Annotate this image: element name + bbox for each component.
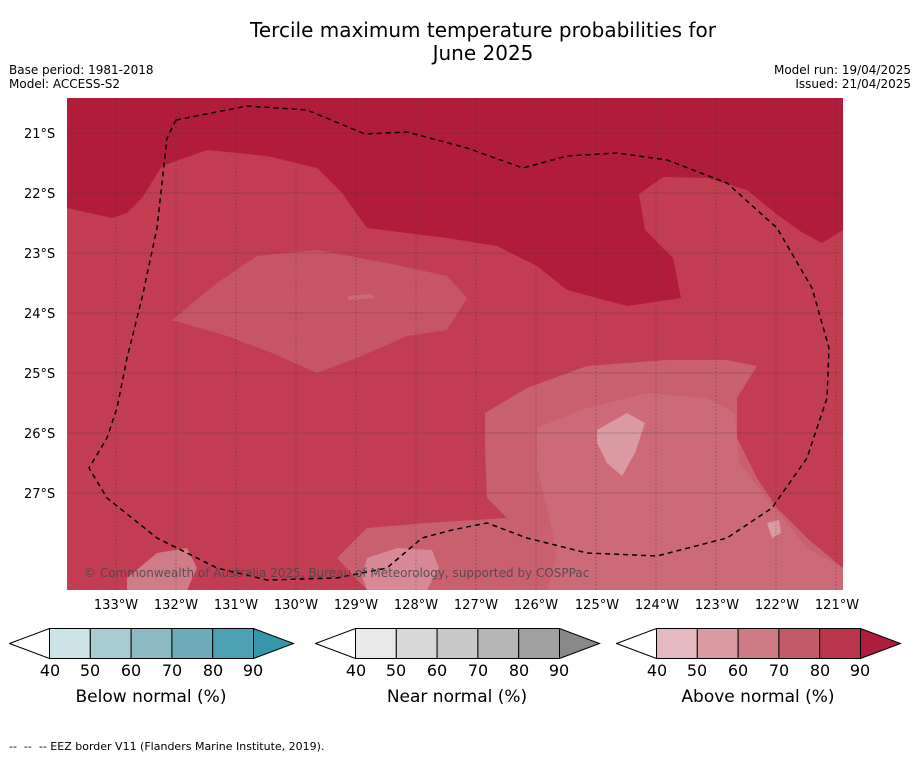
lon-label-133: 133°W: [93, 598, 139, 613]
meta-right: Model run: 19/04/2025 Issued: 21/04/2025: [774, 63, 911, 91]
colorbar-above: [616, 628, 902, 660]
probability-map: [67, 98, 843, 590]
cb-near-tick-90: 90: [548, 661, 570, 680]
colorbar-above-min-arrow: [616, 628, 657, 660]
lon-label-125: 125°W: [574, 598, 620, 613]
lon-label-124: 124°W: [634, 598, 680, 613]
longitude-lines: [115, 98, 837, 590]
colorbar-below-min-arrow: [9, 628, 50, 660]
latitude-lines: [67, 132, 843, 494]
colorbar-near-swatches: [355, 628, 560, 659]
small-patch-2: [767, 520, 781, 538]
colorbar-swatch: [355, 628, 397, 659]
region-above-60-b: [362, 548, 439, 590]
lat-label-25: 25°S: [24, 367, 56, 382]
cb-near-tick-40: 40: [345, 661, 367, 680]
lon-label-132: 132°W: [153, 598, 199, 613]
lat-label-24: 24°S: [24, 307, 56, 322]
model-run: Model run: 19/04/2025: [773, 63, 911, 77]
cb-below-tick-40: 40: [39, 661, 61, 680]
lon-label-126: 126°W: [513, 598, 559, 613]
colorbar-above-max-arrow: [860, 628, 902, 660]
cb-below-tick-50: 50: [79, 661, 101, 680]
colorbar-above-swatches: [656, 628, 861, 659]
lat-label-23: 23°S: [24, 247, 56, 262]
cb-near-tick-80: 80: [508, 661, 530, 680]
region-above-50: [597, 413, 645, 476]
cb-below-tick-60: 60: [120, 661, 142, 680]
title-line-2: June 2025: [432, 41, 534, 65]
lon-label-128: 128°W: [393, 598, 439, 613]
lon-label-129: 129°W: [333, 598, 379, 613]
cb-below-tick-90: 90: [242, 661, 264, 680]
lon-label-123: 123°W: [694, 598, 740, 613]
copyright-notice: © Commonwealth of Australia 2025, Bureau…: [84, 566, 590, 580]
colorbar-swatch: [49, 628, 91, 659]
cb-near-label: Near normal (%): [386, 687, 528, 707]
colorbar-below-max-arrow: [253, 628, 295, 660]
model-name: Model: ACCESS-S2: [9, 77, 121, 91]
meta-left: Base period: 1981-2018 Model: ACCESS-S2: [9, 63, 154, 91]
colorbar-swatch: [778, 628, 821, 659]
colorbar-swatch: [518, 628, 560, 659]
eez-footnote: -- -- -- EEZ border V11 (Flanders Marine…: [9, 740, 325, 753]
cb-near-tick-50: 50: [385, 661, 407, 680]
colorbar-below: [9, 628, 295, 660]
cb-above-tick-70: 70: [768, 661, 790, 680]
colorbar-swatch: [436, 628, 479, 659]
colorbar-swatch: [656, 628, 698, 659]
region-above-90: [67, 98, 843, 306]
cb-above-tick-50: 50: [686, 661, 708, 680]
cb-below-tick-80: 80: [202, 661, 224, 680]
cb-above-tick-60: 60: [727, 661, 749, 680]
lon-label-122: 122°W: [754, 598, 800, 613]
colorbar-swatch: [737, 628, 780, 659]
colorbar-below-swatches: [49, 628, 254, 659]
colorbar-swatch: [171, 628, 214, 659]
lon-label-127: 127°W: [453, 598, 499, 613]
cb-near-tick-60: 60: [426, 661, 448, 680]
colorbar-swatch: [477, 628, 520, 659]
colorbar-near: [315, 628, 601, 660]
lon-label-121: 121°W: [814, 598, 860, 613]
lon-label-131: 131°W: [213, 598, 259, 613]
lat-label-27: 27°S: [24, 487, 56, 502]
cb-near-tick-70: 70: [467, 661, 489, 680]
colorbar-swatch: [89, 628, 132, 659]
colorbar-swatch: [819, 628, 861, 659]
colorbar-swatch: [696, 628, 739, 659]
cb-above-tick-90: 90: [849, 661, 871, 680]
map-panel: [67, 98, 843, 590]
colorbar-near-min-arrow: [315, 628, 356, 660]
region-above-70-a: [172, 250, 467, 373]
lat-label-26: 26°S: [24, 427, 56, 442]
issued-date: Issued: 21/04/2025: [795, 77, 911, 91]
small-patch: [347, 294, 375, 300]
lon-label-130: 130°W: [273, 598, 319, 613]
title-line-1: Tercile maximum temperature probabilitie…: [250, 18, 716, 42]
colorbar-swatch: [395, 628, 438, 659]
lat-label-22: 22°S: [24, 187, 56, 202]
map-title: Tercile maximum temperature probabilitie…: [0, 19, 919, 65]
cb-above-label: Above normal (%): [681, 687, 835, 707]
region-above-70-c: [127, 548, 197, 590]
colorbar-near-max-arrow: [559, 628, 601, 660]
lat-label-21: 21°S: [24, 127, 56, 142]
cb-above-tick-40: 40: [646, 661, 668, 680]
base-period: Base period: 1981-2018: [9, 63, 154, 77]
cb-below-tick-70: 70: [161, 661, 183, 680]
cb-above-tick-80: 80: [809, 661, 831, 680]
cb-below-label: Below normal (%): [75, 687, 227, 707]
colorbar-swatch: [212, 628, 254, 659]
colorbar-swatch: [130, 628, 173, 659]
